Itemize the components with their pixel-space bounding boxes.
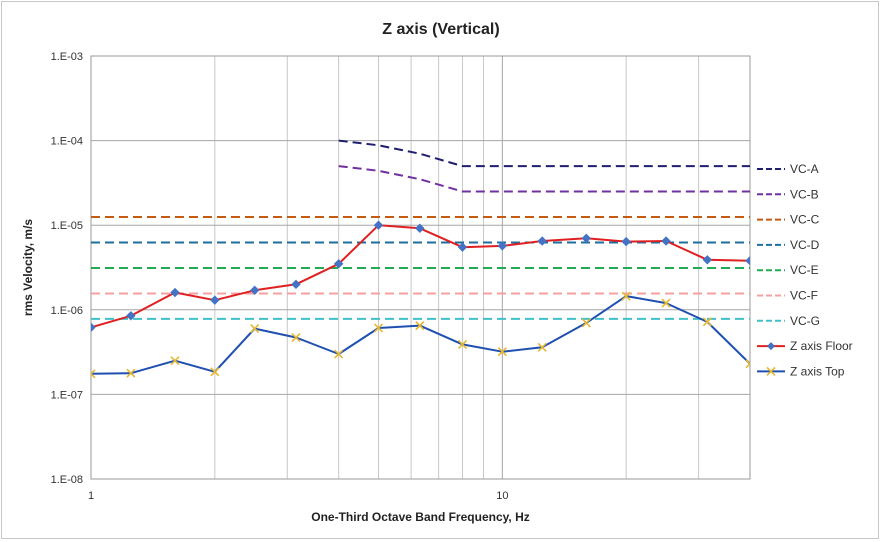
data-point-z-axis-floor — [415, 223, 425, 233]
y-tick-label: 1.E-04 — [51, 136, 83, 148]
data-point-z-axis-top — [621, 291, 631, 301]
y-tick-label: 1.E-03 — [51, 51, 83, 63]
data-point-z-axis-top — [210, 367, 220, 377]
data-point-z-axis-top — [170, 356, 180, 366]
data-point-z-axis-top — [537, 342, 547, 352]
data-point-z-axis-top — [373, 323, 384, 333]
data-point-z-axis-floor — [373, 220, 384, 230]
legend-item-vc-c: VC-C — [757, 213, 820, 227]
series-layer — [91, 139, 878, 408]
data-point-z-axis-floor — [457, 242, 468, 252]
data-point-z-axis-top — [126, 368, 136, 378]
legend-item-vc-e: VC-E — [757, 263, 819, 277]
legend-item-vc-f: VC-F — [757, 289, 818, 303]
data-point-z-axis-top — [291, 332, 301, 343]
y-tick-label: 1.E-05 — [51, 220, 83, 232]
legend-marker — [766, 366, 776, 376]
y-axis-label: rms Velocity, m/s — [21, 219, 35, 316]
x-axis-label: One-Third Octave Band Frequency, Hz — [311, 510, 529, 524]
data-point-z-axis-top — [457, 339, 468, 349]
y-tick-label: 1.E-06 — [51, 305, 83, 317]
data-point-z-axis-top — [497, 347, 507, 357]
data-point-z-axis-floor — [621, 236, 631, 247]
legend-item-z-axis-top: Z axis Top — [757, 364, 845, 378]
legend-label: VC-G — [790, 314, 820, 328]
data-point-z-axis-floor — [537, 236, 547, 246]
data-point-z-axis-floor — [170, 287, 180, 298]
legend-item-vc-b: VC-B — [757, 187, 819, 201]
chart-title: Z axis (Vertical) — [382, 21, 499, 38]
data-point-z-axis-floor — [497, 241, 508, 251]
series-z-axis-floor — [91, 220, 878, 333]
data-point-z-axis-top — [91, 369, 96, 379]
y-tick-label: 1.E-08 — [51, 474, 83, 486]
data-point-z-axis-floor — [827, 230, 835, 238]
data-point-z-axis-floor — [702, 255, 713, 265]
data-point-z-axis-top — [581, 318, 591, 328]
data-point-z-axis-floor — [126, 311, 136, 321]
legend-label: VC-C — [790, 213, 820, 227]
legend-label: VC-B — [790, 187, 819, 201]
x-tick-label: 1 — [88, 490, 94, 502]
legend-item-vc-d: VC-D — [757, 238, 820, 252]
legend-item-vc-a: VC-A — [757, 162, 819, 176]
data-point-z-axis-top — [661, 298, 671, 308]
data-point-z-axis-floor — [786, 228, 794, 236]
series-z-axis-top — [91, 291, 878, 408]
series-line-z-axis-top — [91, 295, 750, 375]
legend-item-z-axis-floor: Z axis Floor — [757, 339, 853, 353]
legend: VC-A VC-B VC-C VC-D VC-E VC-F VC-G Z axis Floor… — [757, 162, 853, 378]
series-line-vc-b — [338, 165, 750, 193]
legend-label: VC-E — [790, 263, 819, 277]
legend-label: VC-D — [790, 238, 820, 252]
data-point-z-axis-top — [250, 324, 260, 334]
data-point-z-axis-floor — [581, 233, 592, 244]
data-point-z-axis-top — [870, 400, 878, 408]
series-vc-a — [338, 139, 750, 168]
data-point-z-axis-top — [702, 317, 712, 327]
legend-item-vc-g: VC-G — [757, 314, 820, 328]
series-vc-b — [338, 165, 750, 193]
legend-label: VC-A — [790, 162, 819, 176]
series-line-z-axis-floor — [91, 224, 750, 329]
legend-label: VC-F — [790, 289, 818, 303]
data-point-z-axis-floor — [870, 265, 878, 273]
data-point-z-axis-floor — [210, 295, 220, 305]
data-point-z-axis-floor — [745, 256, 750, 266]
data-point-z-axis-floor — [291, 279, 301, 290]
y-tick-label: 1.E-07 — [51, 389, 83, 401]
legend-label: Z axis Floor — [790, 339, 853, 353]
x-tick-label: 10 — [496, 490, 508, 502]
data-point-z-axis-top — [334, 349, 344, 359]
data-point-z-axis-top — [415, 321, 425, 331]
data-point-z-axis-floor — [249, 285, 260, 296]
data-point-z-axis-floor — [333, 259, 344, 269]
series-line-vc-a — [338, 139, 750, 168]
legend-label: Z axis Top — [790, 364, 845, 378]
data-point-z-axis-floor — [661, 236, 671, 246]
data-point-z-axis-top — [745, 359, 750, 369]
legend-marker — [767, 342, 775, 351]
tick-labels: 1.E-08 1.E-07 1.E-06 1.E-05 1.E-04 1.E-03 1 10 — [51, 51, 509, 502]
data-point-z-axis-floor — [91, 322, 96, 333]
